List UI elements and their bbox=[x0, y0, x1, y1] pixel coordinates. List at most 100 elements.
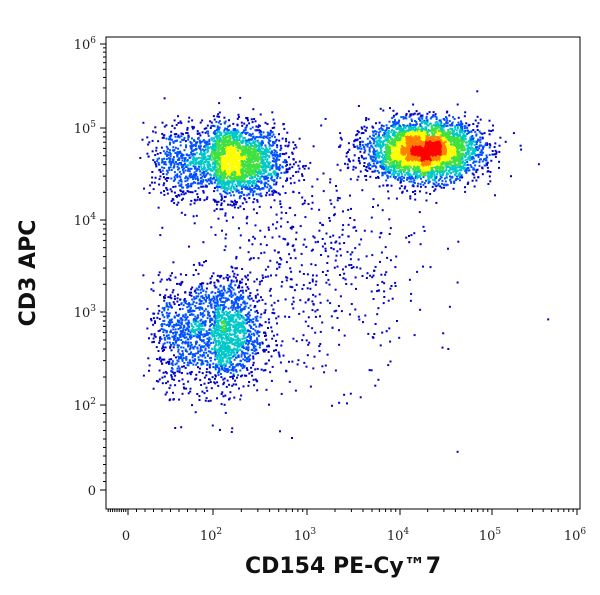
event-dot bbox=[390, 166, 393, 169]
event-dot bbox=[250, 150, 253, 153]
event-dot bbox=[193, 159, 196, 162]
event-dot bbox=[153, 161, 156, 164]
event-dot bbox=[194, 143, 197, 146]
event-dot bbox=[415, 110, 418, 113]
event-dot bbox=[365, 119, 367, 122]
event-dot bbox=[424, 168, 427, 171]
event-dot bbox=[232, 128, 235, 131]
event-dot bbox=[213, 148, 216, 151]
event-dot bbox=[182, 167, 185, 170]
event-dot bbox=[256, 144, 259, 147]
event-dot bbox=[198, 182, 201, 185]
event-dot bbox=[162, 161, 165, 164]
event-dot bbox=[199, 134, 202, 137]
event-dot bbox=[394, 131, 397, 134]
event-dot bbox=[232, 194, 235, 197]
event-dot bbox=[416, 170, 419, 173]
event-dot bbox=[168, 135, 171, 138]
event-dot bbox=[235, 144, 238, 147]
event-dot bbox=[194, 199, 197, 202]
event-dot bbox=[494, 155, 497, 158]
event-dot bbox=[274, 150, 277, 152]
event-dot bbox=[151, 181, 153, 184]
event-dot bbox=[405, 158, 408, 161]
event-dot bbox=[237, 160, 240, 163]
event-dot bbox=[221, 155, 224, 158]
event-dot bbox=[178, 151, 181, 154]
event-dot bbox=[240, 140, 243, 143]
event-dot bbox=[396, 126, 399, 129]
event-dot bbox=[169, 157, 172, 160]
event-dot bbox=[232, 149, 235, 152]
event-dot bbox=[394, 176, 397, 178]
event-dot bbox=[224, 212, 227, 215]
event-dot bbox=[241, 148, 244, 151]
event-dot bbox=[403, 155, 406, 158]
event-dot bbox=[223, 142, 226, 145]
event-dot bbox=[276, 146, 279, 149]
event-dot bbox=[301, 173, 303, 176]
event-dot bbox=[379, 136, 382, 139]
event-dot bbox=[230, 153, 233, 156]
event-dot bbox=[270, 167, 273, 170]
event-dot bbox=[234, 157, 237, 160]
event-dot bbox=[215, 173, 218, 176]
event-dot bbox=[250, 188, 253, 190]
event-dot bbox=[239, 145, 242, 148]
event-dot bbox=[247, 154, 250, 157]
event-dot bbox=[228, 157, 231, 160]
event-dot bbox=[191, 191, 194, 194]
event-dot bbox=[279, 154, 281, 157]
event-dot bbox=[396, 143, 399, 145]
event-dot bbox=[204, 140, 207, 143]
event-dot bbox=[417, 132, 420, 135]
event-dot bbox=[171, 138, 173, 141]
event-dot bbox=[273, 151, 276, 154]
event-dot bbox=[223, 116, 226, 119]
event-dot bbox=[405, 139, 408, 142]
event-dot bbox=[191, 127, 194, 130]
event-dot bbox=[213, 132, 216, 135]
event-dot bbox=[170, 200, 173, 203]
event-dot bbox=[208, 140, 211, 143]
event-dot bbox=[177, 181, 180, 184]
event-dot bbox=[285, 161, 288, 164]
event-dot bbox=[218, 157, 221, 160]
event-dot bbox=[218, 120, 221, 123]
event-dot bbox=[254, 167, 257, 169]
event-dot bbox=[206, 172, 209, 175]
event-dot bbox=[241, 124, 244, 127]
event-dot bbox=[187, 154, 190, 157]
event-dot bbox=[220, 151, 223, 154]
event-dot bbox=[223, 129, 226, 132]
event-dot bbox=[234, 152, 236, 155]
event-dot bbox=[248, 148, 251, 151]
event-dot bbox=[262, 153, 265, 156]
event-dot bbox=[178, 175, 181, 178]
event-dot bbox=[403, 187, 406, 190]
event-dot bbox=[229, 155, 232, 157]
event-dot bbox=[271, 165, 274, 168]
event-dot bbox=[361, 127, 364, 130]
event-dot bbox=[222, 148, 225, 150]
event-dot bbox=[260, 152, 263, 155]
event-dot bbox=[231, 166, 234, 169]
event-dot bbox=[237, 113, 240, 116]
event-dot bbox=[196, 132, 199, 135]
event-dot bbox=[453, 162, 456, 165]
event-dot bbox=[475, 134, 478, 137]
event-dot bbox=[279, 144, 282, 147]
event-dot bbox=[221, 208, 224, 211]
event-dot bbox=[464, 159, 467, 162]
event-dot bbox=[257, 136, 260, 139]
event-dot bbox=[211, 146, 214, 149]
event-dot bbox=[235, 178, 238, 181]
event-dot bbox=[268, 173, 271, 176]
event-dot bbox=[244, 173, 247, 176]
event-dot bbox=[436, 127, 439, 130]
event-dot bbox=[423, 136, 426, 138]
event-dot bbox=[271, 111, 274, 114]
event-dot bbox=[435, 166, 438, 168]
event-dot bbox=[221, 169, 224, 172]
event-dot bbox=[379, 130, 382, 133]
